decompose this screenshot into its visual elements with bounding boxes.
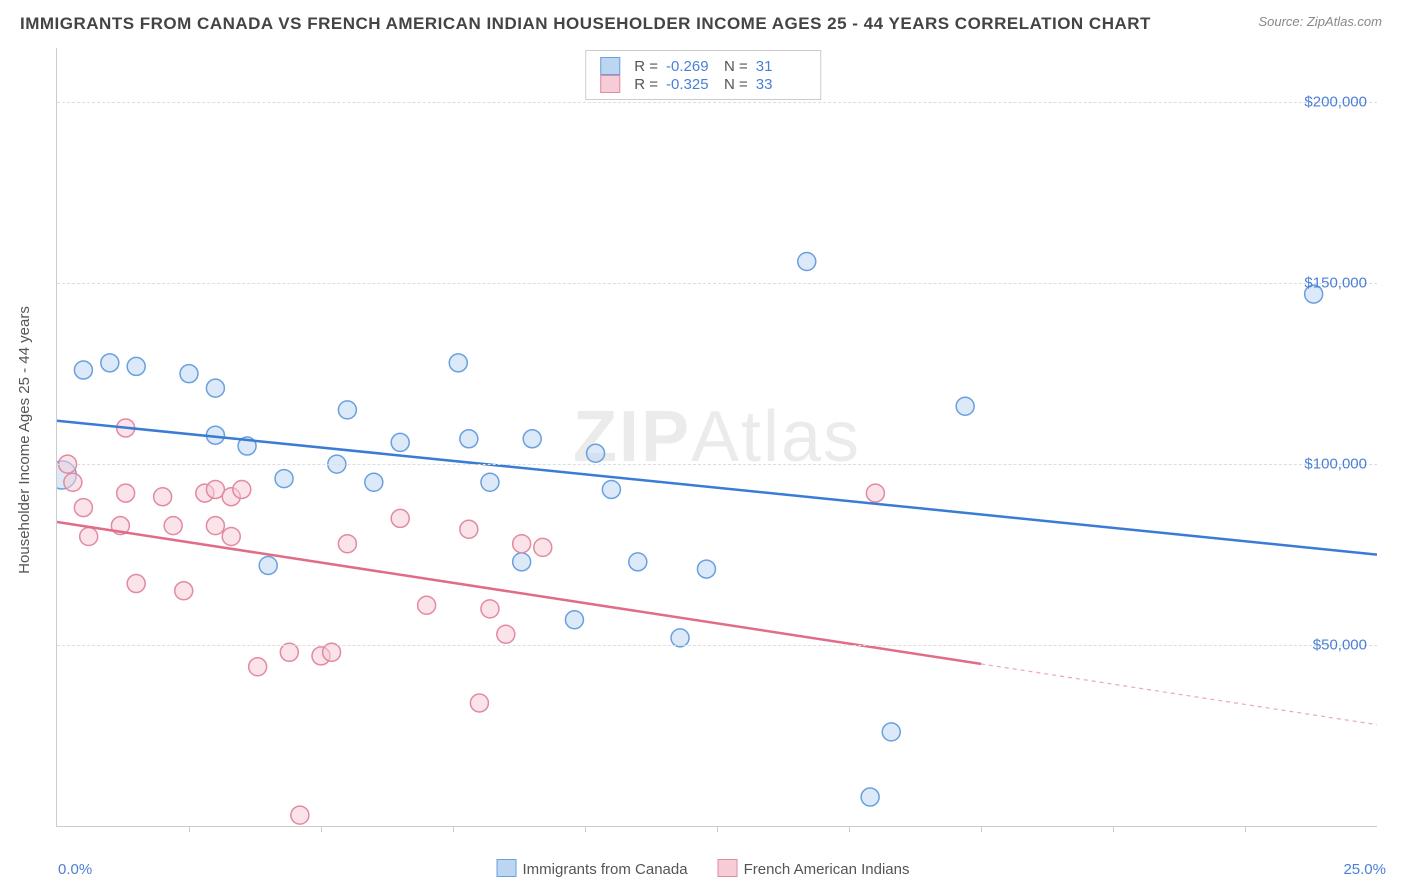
data-point bbox=[117, 484, 135, 502]
data-point bbox=[565, 611, 583, 629]
data-point bbox=[74, 499, 92, 517]
data-point bbox=[206, 517, 224, 535]
data-point bbox=[180, 365, 198, 383]
data-point bbox=[74, 361, 92, 379]
source-prefix: Source: bbox=[1258, 14, 1306, 29]
y-tick-label: $100,000 bbox=[1304, 456, 1367, 473]
chart-title: IMMIGRANTS FROM CANADA VS FRENCH AMERICA… bbox=[20, 14, 1151, 34]
data-point bbox=[127, 357, 145, 375]
data-point bbox=[523, 430, 541, 448]
x-tick bbox=[189, 826, 190, 832]
data-point bbox=[866, 484, 884, 502]
source-label: Source: ZipAtlas.com bbox=[1258, 14, 1382, 29]
legend-swatch bbox=[600, 75, 620, 93]
data-point bbox=[513, 553, 531, 571]
data-point bbox=[338, 401, 356, 419]
data-point bbox=[861, 788, 879, 806]
chart-plot-area: ZIPAtlas $50,000$100,000$150,000$200,000 bbox=[56, 48, 1377, 827]
x-tick bbox=[981, 826, 982, 832]
data-point bbox=[602, 480, 620, 498]
x-tick bbox=[1245, 826, 1246, 832]
data-point bbox=[470, 694, 488, 712]
data-point bbox=[164, 517, 182, 535]
series-legend: Immigrants from Canada French American In… bbox=[497, 859, 910, 878]
y-tick-label: $200,000 bbox=[1304, 94, 1367, 111]
x-tick bbox=[585, 826, 586, 832]
r-label: R = bbox=[634, 58, 658, 75]
data-point bbox=[513, 535, 531, 553]
legend-swatch bbox=[718, 859, 738, 877]
data-point bbox=[175, 582, 193, 600]
trend-line-extrapolated bbox=[981, 664, 1377, 725]
r-label: R = bbox=[634, 76, 658, 93]
chart-svg bbox=[57, 48, 1377, 826]
data-point bbox=[291, 806, 309, 824]
data-point bbox=[882, 723, 900, 741]
y-tick-label: $50,000 bbox=[1313, 637, 1367, 654]
data-point bbox=[64, 473, 82, 491]
x-tick bbox=[849, 826, 850, 832]
data-point bbox=[206, 379, 224, 397]
r-value: -0.269 bbox=[666, 58, 716, 75]
x-tick bbox=[717, 826, 718, 832]
gridline bbox=[57, 645, 1377, 646]
gridline bbox=[57, 102, 1377, 103]
data-point bbox=[956, 397, 974, 415]
data-point bbox=[391, 433, 409, 451]
data-point bbox=[418, 596, 436, 614]
data-point bbox=[259, 556, 277, 574]
legend-swatch bbox=[497, 859, 517, 877]
x-axis-min-label: 0.0% bbox=[58, 861, 92, 878]
stats-legend-row: R = -0.269 N = 31 bbox=[600, 57, 806, 75]
legend-item: French American Indians bbox=[718, 859, 910, 878]
data-point bbox=[338, 535, 356, 553]
stats-legend: R = -0.269 N = 31 R = -0.325 N = 33 bbox=[585, 50, 821, 100]
y-axis-label: Householder Income Ages 25 - 44 years bbox=[16, 306, 33, 574]
data-point bbox=[481, 473, 499, 491]
n-label: N = bbox=[724, 58, 748, 75]
data-point bbox=[460, 430, 478, 448]
data-point bbox=[154, 488, 172, 506]
data-point bbox=[697, 560, 715, 578]
x-axis-max-label: 25.0% bbox=[1343, 861, 1386, 878]
data-point bbox=[365, 473, 383, 491]
y-tick-label: $150,000 bbox=[1304, 275, 1367, 292]
stats-legend-row: R = -0.325 N = 33 bbox=[600, 75, 806, 93]
data-point bbox=[460, 520, 478, 538]
data-point bbox=[534, 538, 552, 556]
data-point bbox=[127, 575, 145, 593]
data-point bbox=[391, 509, 409, 527]
data-point bbox=[222, 528, 240, 546]
legend-item: Immigrants from Canada bbox=[497, 859, 688, 878]
data-point bbox=[80, 528, 98, 546]
trend-line bbox=[57, 421, 1377, 555]
data-point bbox=[629, 553, 647, 571]
x-tick bbox=[453, 826, 454, 832]
legend-label: Immigrants from Canada bbox=[523, 861, 688, 878]
data-point bbox=[481, 600, 499, 618]
legend-label: French American Indians bbox=[744, 861, 910, 878]
legend-swatch bbox=[600, 57, 620, 75]
data-point bbox=[249, 658, 267, 676]
data-point bbox=[275, 470, 293, 488]
data-point bbox=[233, 480, 251, 498]
gridline bbox=[57, 464, 1377, 465]
r-value: -0.325 bbox=[666, 76, 716, 93]
source-name: ZipAtlas.com bbox=[1307, 14, 1382, 29]
gridline bbox=[57, 283, 1377, 284]
n-value: 33 bbox=[756, 76, 806, 93]
x-tick bbox=[1113, 826, 1114, 832]
n-value: 31 bbox=[756, 58, 806, 75]
data-point bbox=[497, 625, 515, 643]
data-point bbox=[101, 354, 119, 372]
data-point bbox=[587, 444, 605, 462]
data-point bbox=[798, 252, 816, 270]
x-tick bbox=[321, 826, 322, 832]
n-label: N = bbox=[724, 76, 748, 93]
data-point bbox=[449, 354, 467, 372]
